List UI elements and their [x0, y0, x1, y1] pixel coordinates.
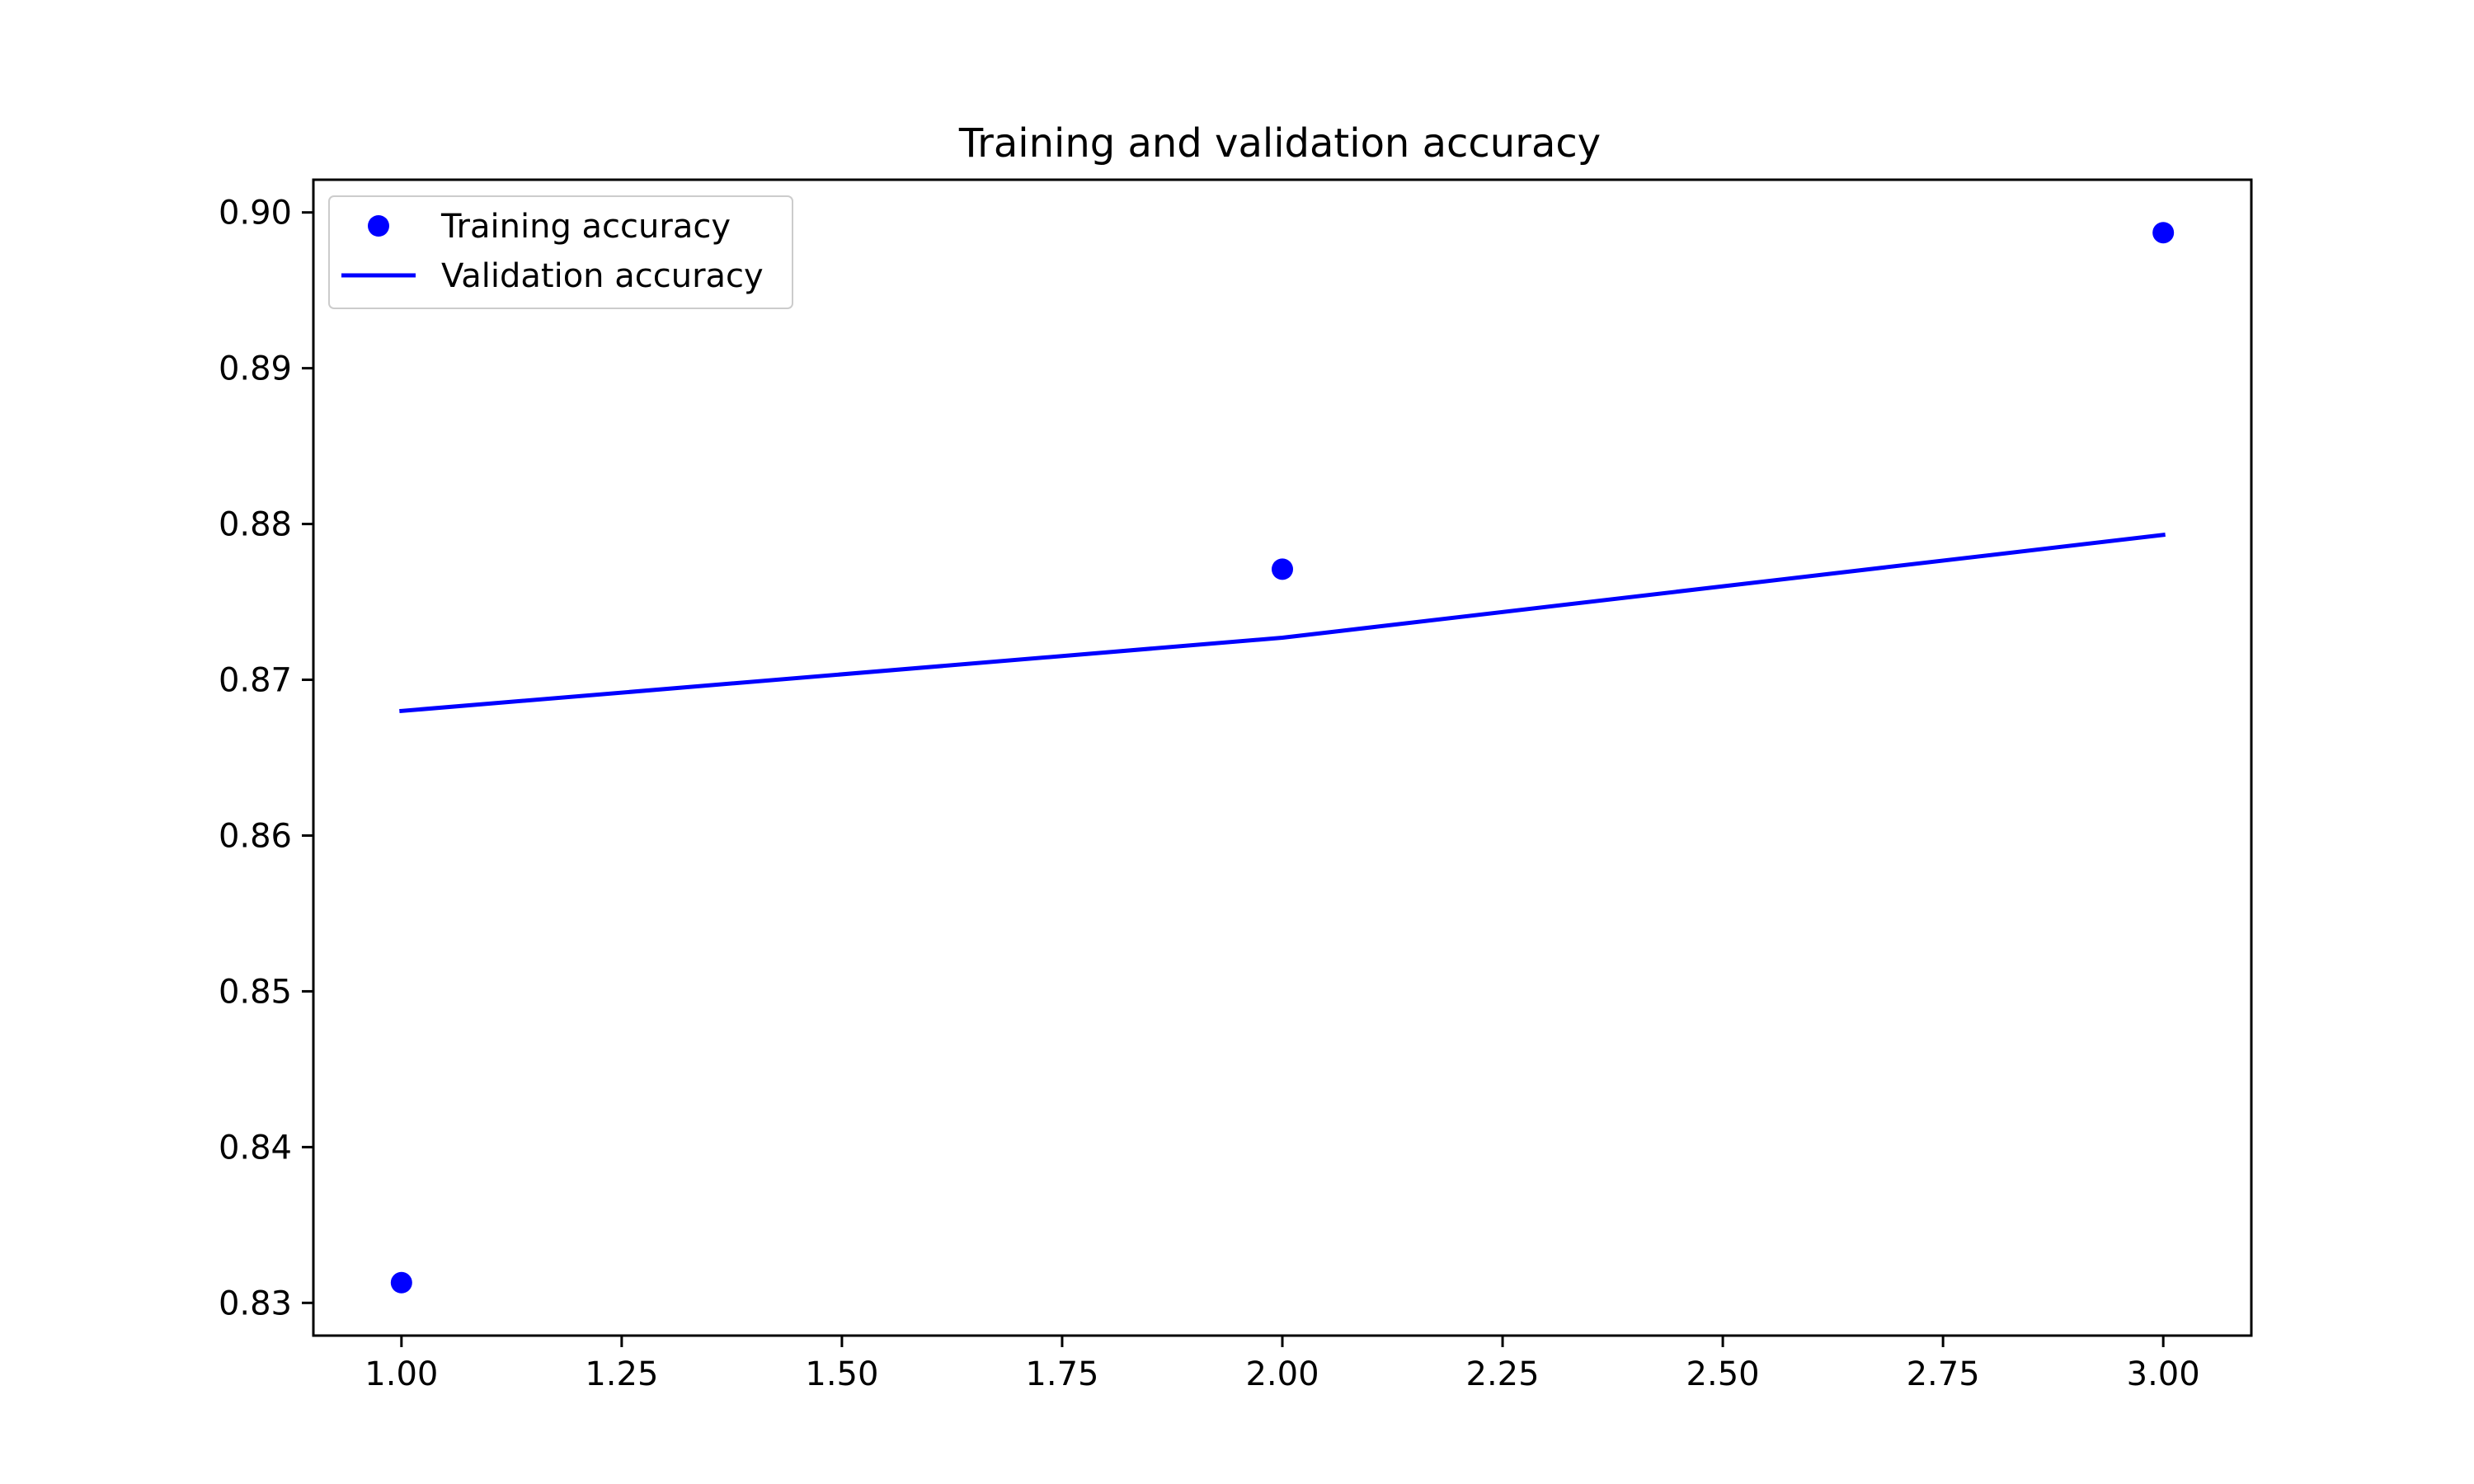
- x-tick-label: 2.25: [1466, 1355, 1540, 1393]
- y-tick-label: 0.86: [219, 817, 292, 855]
- legend-box: [328, 195, 793, 309]
- legend-label-training-accuracy: Training accuracy: [440, 208, 731, 246]
- training-accuracy-point: [390, 1271, 412, 1294]
- axes-frame: [312, 178, 2253, 1337]
- legend: Training accuracy Validation accuracy: [328, 195, 793, 309]
- chart-title: Training and validation accuracy: [958, 120, 1601, 167]
- x-tick-label: 1.75: [1025, 1355, 1098, 1393]
- legend-label-validation-accuracy: Validation accuracy: [441, 257, 764, 295]
- plot-area: [390, 222, 2175, 1294]
- y-axis: 0.83 0.84 0.85 0.86 0.87 0.88 0.89 0.90: [219, 195, 313, 1322]
- y-tick-label: 0.83: [219, 1284, 292, 1322]
- legend-marker-training-accuracy: [368, 215, 389, 237]
- x-tick-label: 1.00: [365, 1355, 438, 1393]
- y-tick-label: 0.89: [219, 350, 292, 388]
- y-tick-label: 0.84: [219, 1129, 292, 1167]
- x-tick-label: 2.00: [1245, 1355, 1319, 1393]
- y-tick-label: 0.90: [219, 195, 292, 232]
- y-tick-label: 0.87: [219, 662, 292, 700]
- training-accuracy-point: [2152, 222, 2175, 244]
- y-tick-label: 0.88: [219, 506, 292, 544]
- training-accuracy-point: [1272, 558, 1293, 580]
- validation-accuracy-line: [399, 533, 2166, 714]
- y-tick-label: 0.85: [219, 973, 292, 1011]
- x-axis: 1.00 1.25 1.50 1.75 2.00 2.25 2.50 2.75 3.00: [365, 1336, 2200, 1393]
- x-tick-label: 2.75: [1907, 1355, 1980, 1393]
- x-tick-label: 2.50: [1686, 1355, 1760, 1393]
- x-tick-label: 1.25: [585, 1355, 658, 1393]
- x-tick-label: 1.50: [805, 1355, 878, 1393]
- x-tick-label: 3.00: [2127, 1355, 2200, 1393]
